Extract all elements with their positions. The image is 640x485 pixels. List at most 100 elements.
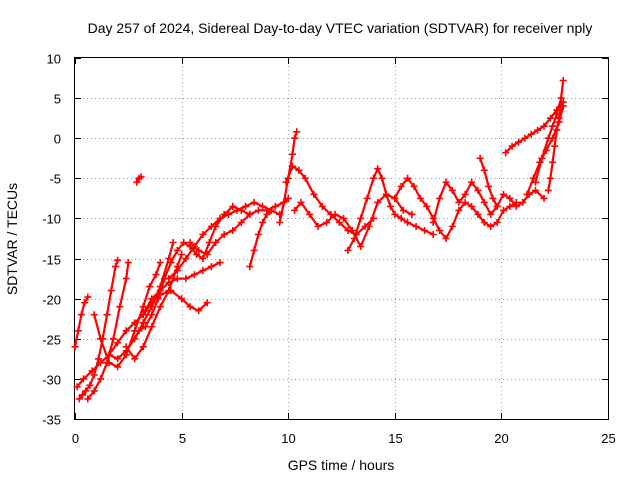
series-line-sat-b [76,289,209,388]
data-point-sat-i [148,311,156,319]
data-point-sat-k [242,202,250,210]
data-point-sat-w [557,94,565,102]
data-point-sat-v [529,174,537,182]
data-point-sat-b [122,327,130,335]
data-point-sat-m [259,219,267,226]
data-point-sat-d [122,275,130,283]
data-point-sat-c [75,395,83,403]
y-tick-labels: -35 -30 -25 -20 -15 -10 -5 0 5 10 [42,52,61,428]
data-point-sat-i [167,259,175,267]
data-point-sat-s [519,198,527,206]
data-point-sat-k [173,267,181,275]
data-point-sat-r [468,202,476,210]
y-tick-label: 0 [54,132,61,147]
data-point-sat-i [173,247,181,254]
data-point-sat-q [357,214,365,222]
data-point-sat-p [408,210,416,218]
data-point-sat-p [291,206,299,214]
data-point-sat-q [378,174,386,182]
y-tick-label: 10 [47,52,61,67]
data-point-sat-o [301,174,309,182]
x-tick-label: 15 [388,431,402,446]
data-point-sat-b [203,299,211,307]
data-point-sat-q [344,247,352,254]
data-point-sat-e [105,359,113,367]
data-point-sat-l [237,219,245,226]
data-point-sat-r [500,206,507,214]
data-point-sat-k [165,275,173,283]
data-point-sat-l [246,210,254,218]
data-point-sat-u [508,142,516,150]
data-point-sat-i [199,255,207,263]
x-tick-labels: 0 5 10 15 20 25 [72,431,616,446]
data-point-sat-s [468,178,476,186]
data-point-sat-a [74,327,82,335]
x-tick-label: 0 [72,431,79,446]
data-point-sat-g [156,303,164,311]
data-point-sat-i [229,202,237,210]
data-point-sat-c [79,391,86,399]
y-axis-label: SDTVAR / TECUs [4,183,20,295]
series-line-sat-e [93,261,162,368]
data-point-sat-o [289,162,296,170]
data-point-sat-c [95,355,102,363]
data-point-sat-u [515,138,522,146]
data-point-sat-p [374,198,382,206]
data-point-sat-f [165,255,173,263]
data-point-sat-b [97,359,105,367]
data-point-sat-w [553,110,561,118]
data-point-sat-s [506,194,514,202]
data-point-sat-r [416,194,424,202]
data-point-sat-g [178,251,186,258]
data-point-sat-w [544,134,552,142]
data-point-sat-t [476,154,484,162]
data-point-sat-n [276,219,284,226]
data-point-sat-u [521,134,529,142]
data-point-sat-j [199,267,207,275]
series-line-sat-r [393,177,518,240]
data-point-sat-o [295,166,303,174]
data-point-sat-r [423,202,431,210]
data-point-sat-q [391,210,399,218]
data-point-sat-p [365,223,373,230]
series-line-sat-d [86,261,130,400]
series-line-sat-a [73,296,89,348]
data-point-sat-k [190,243,198,250]
x-tick-label: 10 [281,431,295,446]
data-point-sat-a [71,343,79,351]
data-point-sat-b [195,307,203,315]
data-point-sat-a [77,311,85,319]
data-point-sat-r [461,198,469,206]
data-point-sat-k [250,198,258,206]
data-point-sat-q [404,219,412,226]
data-point-sat-s [436,194,444,202]
data-point-sat-p [348,227,356,234]
data-point-sat-d [90,387,98,395]
data-point-sat-o [335,219,343,226]
data-point-sat-j [173,275,181,283]
data-point-sat-f [169,239,177,246]
data-point-sat-x [553,126,561,134]
data-point-sat-r [448,223,456,230]
data-point-sat-p [306,210,313,218]
data-point-sat-w [559,77,567,84]
data-point-sat-x [544,186,552,194]
chart-title: Day 257 of 2024, Sidereal Day-to-day VTE… [88,20,593,36]
data-point-sat-x [549,158,557,166]
data-point-sat-i [135,327,143,335]
data-point-sat-s [512,202,520,210]
data-point-sat-g [139,343,147,351]
data-point-sat-p [297,198,305,206]
data-point-sat-i [205,239,213,246]
data-point-sat-f [131,335,139,343]
data-point-sat-p [399,206,407,214]
data-point-sat-q [397,214,405,222]
data-point-sat-l [229,227,237,234]
data-point-sat-m [250,247,258,254]
data-point-sat-m [246,263,254,271]
data-point-sat-r [493,219,501,226]
data-point-sat-c [86,381,94,389]
data-point-sat-g [148,323,156,331]
data-point-sat-r [455,206,463,214]
data-point-sat-b [178,295,186,303]
